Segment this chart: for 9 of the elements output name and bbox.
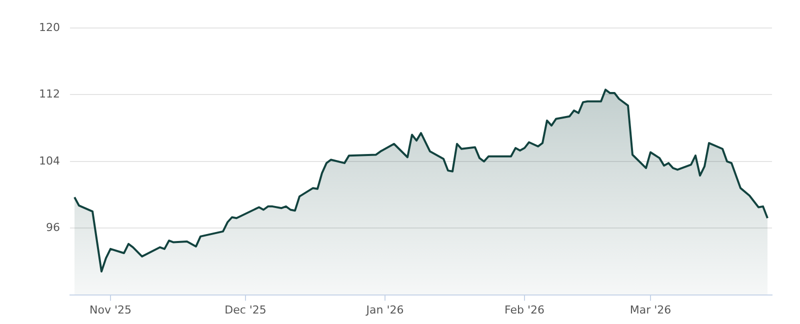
y-tick-label: 112 (39, 88, 60, 101)
x-tick-label: Dec '25 (224, 303, 266, 316)
y-tick-label: 120 (39, 20, 60, 34)
x-tick-label: Nov '25 (90, 303, 132, 316)
x-tick-label: Jan '26 (365, 303, 404, 316)
x-tick-label: Feb '26 (504, 303, 544, 316)
y-tick-label: 104 (39, 154, 60, 168)
y-tick-label: 96 (46, 220, 60, 234)
x-tick-label: Mar '26 (630, 303, 672, 316)
